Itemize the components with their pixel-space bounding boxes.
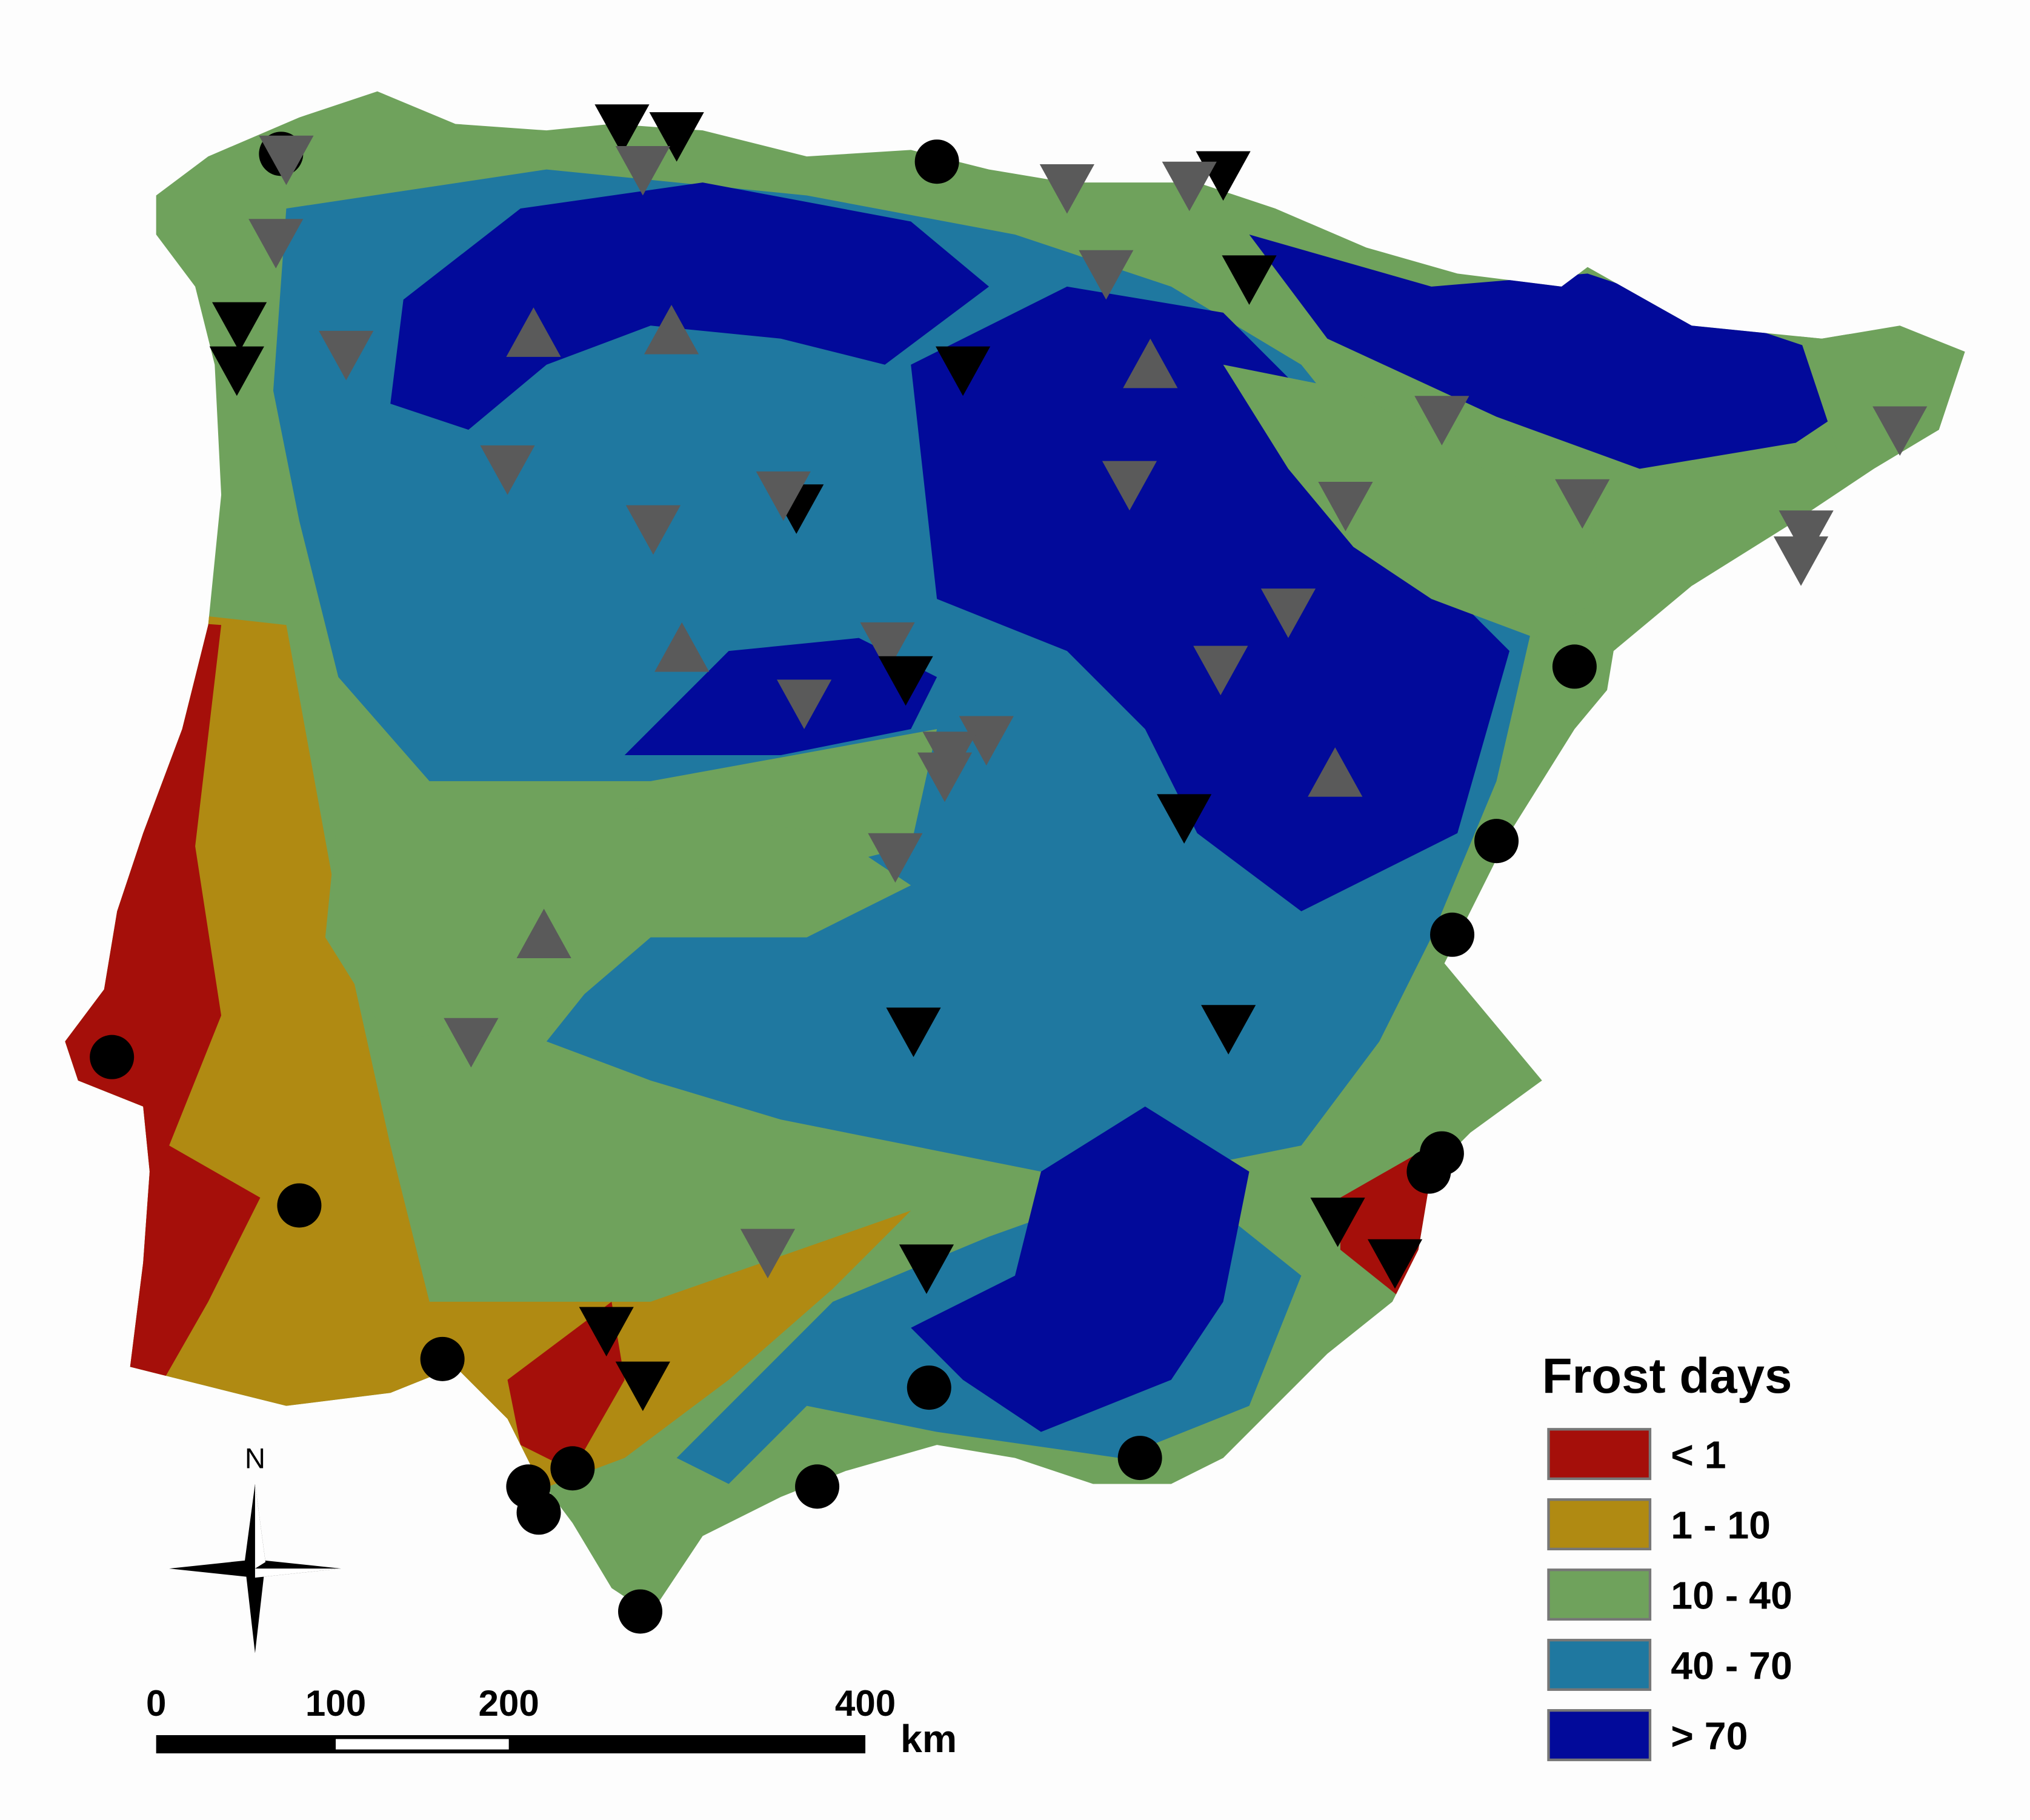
legend-label: 40 - 70 <box>1671 1644 1792 1688</box>
zone-gt70 <box>911 286 1510 912</box>
zone-10-40 <box>1795 325 1965 482</box>
station-triangle-up <box>1123 338 1178 388</box>
station-triangle-down <box>444 1018 499 1068</box>
station-circle <box>618 1589 663 1634</box>
station-triangle-down <box>878 656 933 706</box>
station-triangle-up <box>644 304 699 355</box>
legend-swatch <box>1547 1428 1652 1481</box>
station-triangle-down <box>868 833 923 883</box>
legend-label: 10 - 40 <box>1671 1574 1792 1618</box>
station-triangle-down <box>579 1307 634 1357</box>
station-circle <box>550 1446 595 1491</box>
legend: < 1 1 - 10 10 - 40 40 - 70 > 70 <box>1547 1428 1792 1761</box>
stations <box>90 104 1928 1634</box>
station-triangle-down <box>259 135 314 185</box>
station-circle <box>516 1490 561 1535</box>
station-triangle-down <box>649 112 704 162</box>
station-triangle-down <box>1555 479 1610 529</box>
station-triangle-up <box>506 307 561 357</box>
station-triangle-down <box>1162 161 1217 212</box>
station-circle <box>90 1035 135 1079</box>
station-triangle-down <box>1779 510 1834 560</box>
station-triangle-down <box>1157 794 1212 844</box>
zone-1-10 <box>65 599 911 1497</box>
station-circle <box>1474 819 1519 864</box>
station-triangle-up <box>1308 747 1363 797</box>
legend-swatch <box>1547 1498 1652 1551</box>
station-triangle-down <box>615 1361 670 1412</box>
scale-label: 400 <box>835 1683 896 1724</box>
station-triangle-down <box>1193 645 1248 696</box>
station-triangle-up <box>654 622 710 672</box>
station-triangle-down <box>209 346 264 396</box>
station-triangle-down <box>1414 396 1469 445</box>
station-triangle-down <box>319 330 374 381</box>
scale-label: 0 <box>146 1683 166 1724</box>
station-triangle-down <box>1039 164 1094 214</box>
station-triangle-down <box>1079 250 1134 300</box>
station-circle <box>1430 912 1475 957</box>
station-circle <box>795 1464 840 1509</box>
station-triangle-down <box>1318 481 1373 532</box>
compass-highlight <box>255 1568 341 1578</box>
scale-bar: 0 100 200 400 km <box>146 1683 957 1761</box>
scale-bar-segment <box>336 1739 509 1750</box>
station-triangle-down <box>899 1244 954 1294</box>
station-triangle-down <box>1872 406 1928 456</box>
station-circle <box>1117 1436 1162 1481</box>
station-triangle-down <box>1260 588 1316 638</box>
station-circle <box>914 139 959 184</box>
station-triangle-down <box>1102 461 1157 511</box>
zone-gt70 <box>1249 234 1874 469</box>
station-triangle-down <box>625 505 681 555</box>
station-triangle-down <box>756 471 811 521</box>
legend-swatch <box>1547 1709 1652 1761</box>
scale-unit: km <box>900 1717 957 1761</box>
station-triangle-down <box>1222 255 1277 305</box>
station-triangle-down <box>917 752 973 802</box>
scale-bar-segment <box>156 1735 866 1754</box>
legend-swatch <box>1547 1568 1652 1621</box>
compass-highlight <box>255 1484 266 1569</box>
legend-title: Frost days <box>1542 1348 1792 1404</box>
station-circle <box>277 1183 322 1228</box>
zone-10-40 <box>1223 364 1601 638</box>
station-triangle-down <box>740 1228 796 1279</box>
station-triangle-down <box>615 145 670 196</box>
legend-label: > 70 <box>1671 1715 1748 1758</box>
legend-label: 1 - 10 <box>1671 1504 1771 1547</box>
station-triangle-down <box>860 622 915 672</box>
station-triangle-down <box>1201 1005 1256 1055</box>
station-circle <box>420 1336 465 1381</box>
station-triangle-down <box>594 104 650 154</box>
station-triangle-down <box>777 679 832 730</box>
station-circle <box>1552 644 1597 689</box>
station-triangle-down <box>886 1007 941 1058</box>
legend-label: < 1 <box>1671 1433 1726 1477</box>
zone-10-40 <box>325 807 911 1042</box>
station-triangle-down <box>480 445 535 495</box>
legend-swatch <box>1547 1639 1652 1691</box>
compass-label: N <box>245 1443 265 1475</box>
station-circle <box>1406 1149 1451 1194</box>
station-triangle-down <box>959 716 1014 766</box>
station-triangle-down <box>1367 1239 1423 1289</box>
station-triangle-down <box>248 219 304 268</box>
station-circle <box>907 1365 951 1410</box>
station-triangle-down <box>1773 536 1829 586</box>
scale-label: 200 <box>478 1683 539 1724</box>
scale-label: 100 <box>305 1683 366 1724</box>
station-triangle-down <box>212 302 267 352</box>
station-triangle-down <box>1310 1198 1365 1247</box>
compass: N <box>169 1443 341 1653</box>
zone-gt70 <box>390 182 990 430</box>
zone-lt1 <box>507 1301 625 1472</box>
station-triangle-down <box>936 346 991 396</box>
zone-gt70 <box>911 1106 1250 1432</box>
station-triangle-up <box>516 908 571 958</box>
zone-gt70 <box>624 638 937 755</box>
